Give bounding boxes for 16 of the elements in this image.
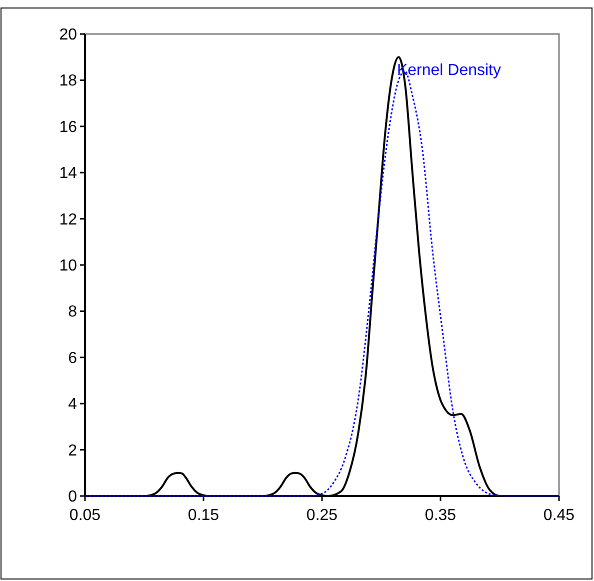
x-tick-label: 0.25 [306,507,338,524]
y-tick-label: 14 [59,165,78,182]
x-tick-label: 0.15 [188,507,220,524]
y-tick-label: 20 [59,26,78,44]
y-tick-label: 4 [68,396,78,414]
y-tick-label: 2 [68,442,78,460]
x-tick-label: 0.45 [543,507,575,524]
y-tick-label: 12 [59,211,78,228]
y-tick-label: 8 [68,304,78,321]
y-tick-label: 10 [59,258,78,274]
x-tick-label: 0.05 [69,507,101,524]
y-tick-label: 16 [59,118,78,136]
x-tick-label: 0.35 [424,507,456,524]
y-tick-label: 0 [68,488,78,506]
y-tick-label: 18 [59,72,78,90]
y-tick-label: 6 [68,350,78,367]
